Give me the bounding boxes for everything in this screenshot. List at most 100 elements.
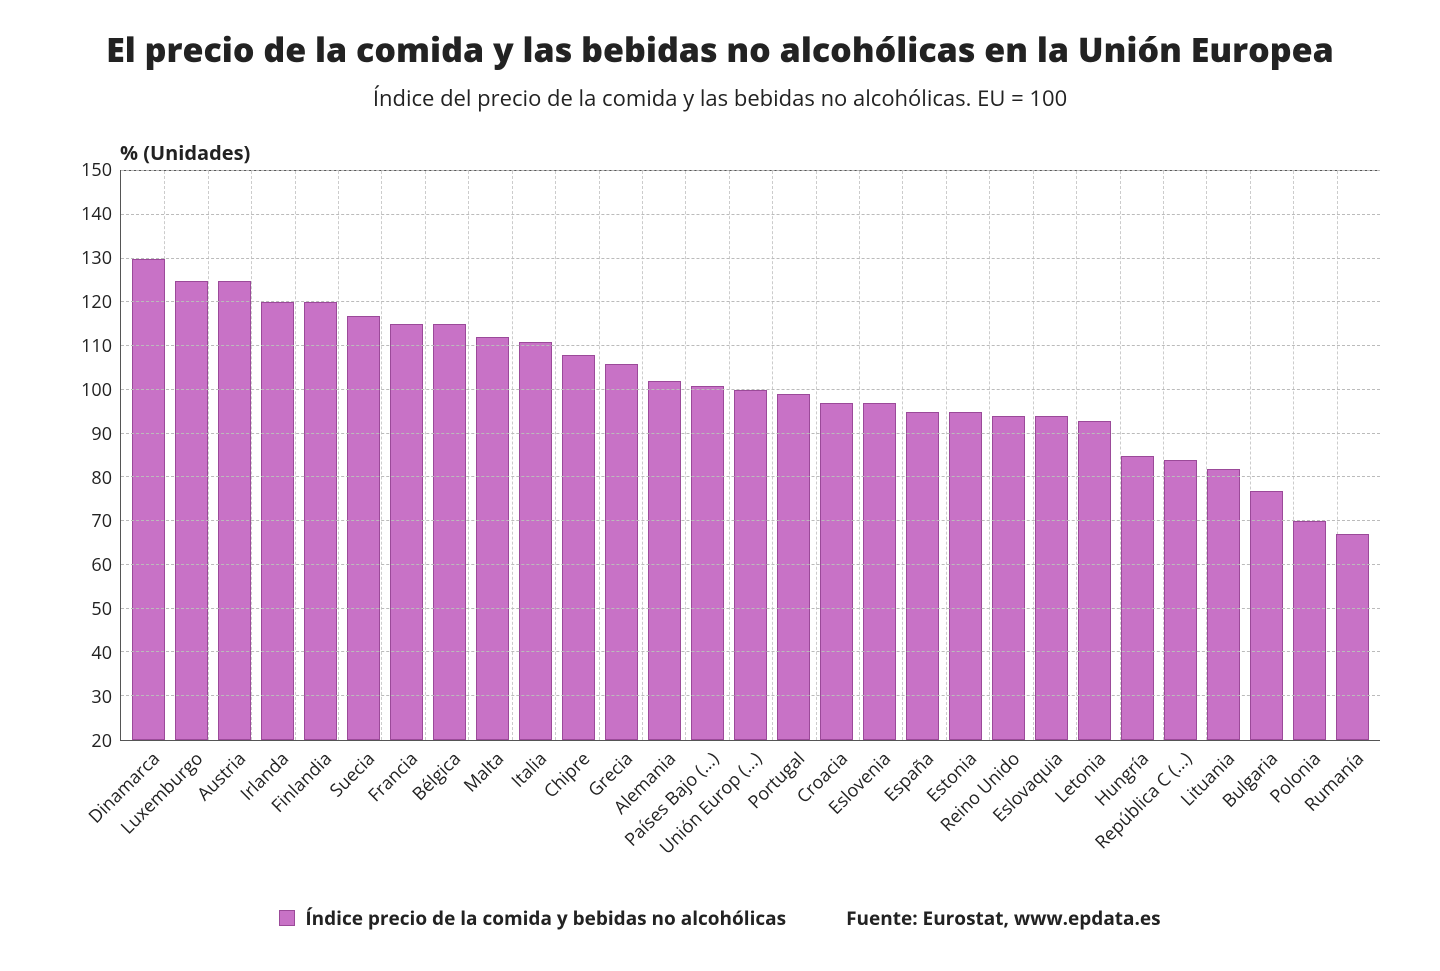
x-slot: Francia [384, 741, 427, 901]
bar-slot [1030, 171, 1073, 740]
legend: Índice precio de la comida y bebidas no … [279, 905, 786, 931]
x-slot: Eslovenia [858, 741, 901, 901]
x-slot: Irlanda [255, 741, 298, 901]
bar-slot [127, 171, 170, 740]
x-slot: Finlandia [298, 741, 341, 901]
x-slot: Bulgaria [1245, 741, 1288, 901]
gridline-horizontal [121, 608, 1380, 609]
bar-slot [1073, 171, 1116, 740]
legend-label: Índice precio de la comida y bebidas no … [305, 905, 786, 931]
gridline-horizontal [121, 476, 1380, 477]
bar-slot [1116, 171, 1159, 740]
bar-slot [557, 171, 600, 740]
chart-title: El precio de la comida y las bebidas no … [60, 30, 1380, 69]
bar-slot [385, 171, 428, 740]
plot-area [120, 170, 1380, 741]
bar [734, 390, 768, 740]
bar [1207, 469, 1241, 740]
gridline-horizontal [121, 170, 1380, 171]
y-tick: 70 [91, 509, 112, 533]
bar [519, 342, 553, 740]
bar-slot [944, 171, 987, 740]
bar [433, 324, 467, 740]
bar-slot [600, 171, 643, 740]
chart-subtitle: Índice del precio de la comida y las beb… [60, 83, 1380, 113]
bar-slot [858, 171, 901, 740]
bar-slot [1159, 171, 1202, 740]
bar-slot [729, 171, 772, 740]
legend-swatch [279, 910, 295, 926]
bar-slot [1202, 171, 1245, 740]
x-slot: Luxemburgo [169, 741, 212, 901]
bar [820, 403, 854, 740]
x-slot: Eslovaquia [1030, 741, 1073, 901]
y-tick: 60 [91, 553, 112, 577]
bar [1164, 460, 1198, 740]
x-slot: Suecia [341, 741, 384, 901]
bar [175, 281, 209, 741]
bar-slot [471, 171, 514, 740]
x-slot: Chipre [556, 741, 599, 901]
y-tick: 120 [81, 290, 112, 314]
x-slot: Rumanía [1331, 741, 1374, 901]
x-slot: Malta [470, 741, 513, 901]
gridline-horizontal [121, 389, 1380, 390]
y-tick: 20 [91, 729, 112, 753]
x-slot: Italia [513, 741, 556, 901]
bar-slot [987, 171, 1030, 740]
gridline-horizontal [121, 520, 1380, 521]
bar [1250, 491, 1284, 740]
chart-block: % (Unidades) 20 30 40 50 60 70 80 90 100 110 120 13… [60, 139, 1380, 901]
gridline-horizontal [121, 345, 1380, 346]
bar [132, 259, 166, 740]
source-label: Fuente: Eurostat, www.epdata.es [846, 905, 1161, 931]
y-tick: 50 [91, 597, 112, 621]
y-tick: 140 [81, 202, 112, 226]
bar [218, 281, 252, 741]
bar-slot [170, 171, 213, 740]
gridline-horizontal [121, 651, 1380, 652]
bar [476, 337, 510, 740]
bar-slot [342, 171, 385, 740]
gridline-horizontal [121, 695, 1380, 696]
y-tick: 80 [91, 466, 112, 490]
chart-footer: Índice precio de la comida y bebidas no … [60, 905, 1380, 931]
bar [347, 316, 381, 740]
gridline-horizontal [121, 214, 1380, 215]
y-tick: 130 [81, 246, 112, 270]
bar-slot [772, 171, 815, 740]
x-slot: Polonia [1288, 741, 1331, 901]
bar-slot [686, 171, 729, 740]
bar [906, 412, 940, 740]
bar [1078, 421, 1112, 740]
bar-slot [1331, 171, 1374, 740]
gridline-horizontal [121, 564, 1380, 565]
bar-slot [213, 171, 256, 740]
y-tick: 30 [91, 685, 112, 709]
bar-slot [1245, 171, 1288, 740]
bar [1035, 416, 1069, 740]
bar [691, 386, 725, 740]
bar-slot [815, 171, 858, 740]
bar [605, 364, 639, 740]
x-slot: Austria [212, 741, 255, 901]
x-slot: Unión Europ (...) [728, 741, 771, 901]
bar [777, 394, 811, 740]
bar-slot [256, 171, 299, 740]
y-axis: 2030405060708090100110120130140150 [60, 170, 120, 741]
gridline-horizontal [121, 258, 1380, 259]
y-tick: 110 [81, 334, 112, 358]
bar [648, 381, 682, 740]
gridline-horizontal [121, 301, 1380, 302]
y-tick: 40 [91, 641, 112, 665]
y-axis-title: % (Unidades) [120, 139, 1380, 166]
y-tick: 90 [91, 422, 112, 446]
y-tick: 100 [81, 378, 112, 402]
bar-slot [299, 171, 342, 740]
bar [1121, 456, 1155, 740]
chart-container: El precio de la comida y las bebidas no … [0, 0, 1440, 971]
plot-row: 2030405060708090100110120130140150 [60, 170, 1380, 741]
bar [992, 416, 1026, 740]
bar-slot [901, 171, 944, 740]
x-axis: DinamarcaLuxemburgoAustriaIrlandaFinland… [120, 741, 1380, 901]
